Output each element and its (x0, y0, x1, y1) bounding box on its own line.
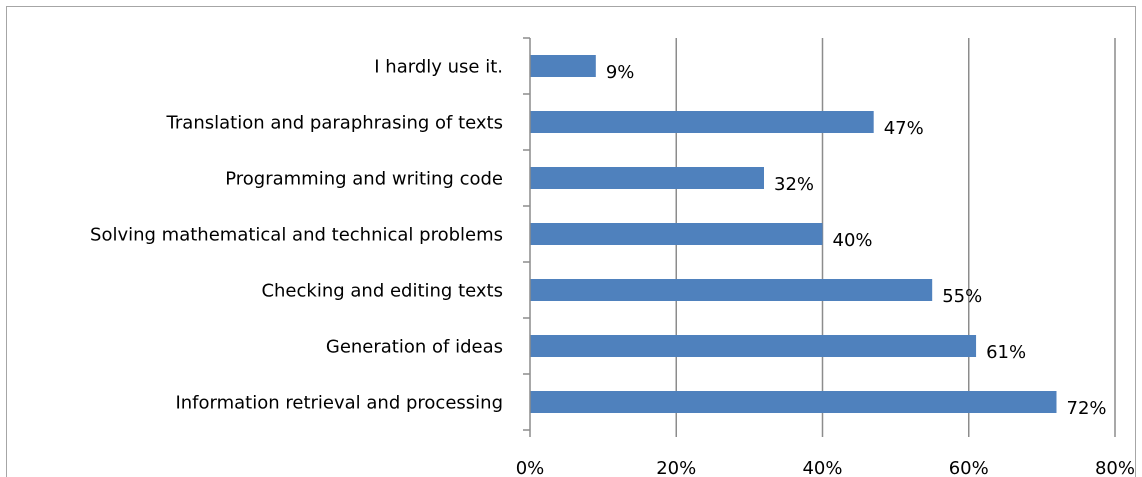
bars (530, 55, 1057, 413)
data-label: 61% (986, 342, 1026, 363)
category-label: Solving mathematical and technical probl… (90, 225, 503, 246)
bar (530, 111, 874, 133)
category-label: Generation of ideas (326, 337, 503, 358)
bar (530, 167, 764, 189)
category-label: I hardly use it. (374, 57, 503, 78)
bar (530, 55, 596, 77)
data-label: 47% (884, 118, 924, 139)
bar (530, 279, 933, 301)
data-label: 32% (774, 174, 814, 195)
x-tick-label: 40% (802, 458, 842, 477)
data-label: 40% (833, 230, 873, 251)
x-tick-label: 80% (1095, 458, 1135, 477)
x-tick-label: 0% (516, 458, 545, 477)
x-tick-label: 20% (656, 458, 696, 477)
category-label: Translation and paraphrasing of texts (166, 113, 503, 134)
bar (530, 335, 977, 357)
axes (523, 37, 1116, 437)
bar (530, 223, 823, 245)
category-label: Information retrieval and processing (175, 393, 503, 414)
category-label: Programming and writing code (225, 169, 503, 190)
data-label: 55% (942, 286, 982, 307)
category-label: Checking and editing texts (261, 281, 503, 302)
data-label: 72% (1067, 398, 1107, 419)
data-label: 9% (606, 62, 635, 83)
labels: 0% 20% 40% 60% 80% I hardly use it. 9% Translat… (90, 57, 1135, 477)
bar (530, 391, 1057, 413)
x-tick-label: 60% (949, 458, 989, 477)
